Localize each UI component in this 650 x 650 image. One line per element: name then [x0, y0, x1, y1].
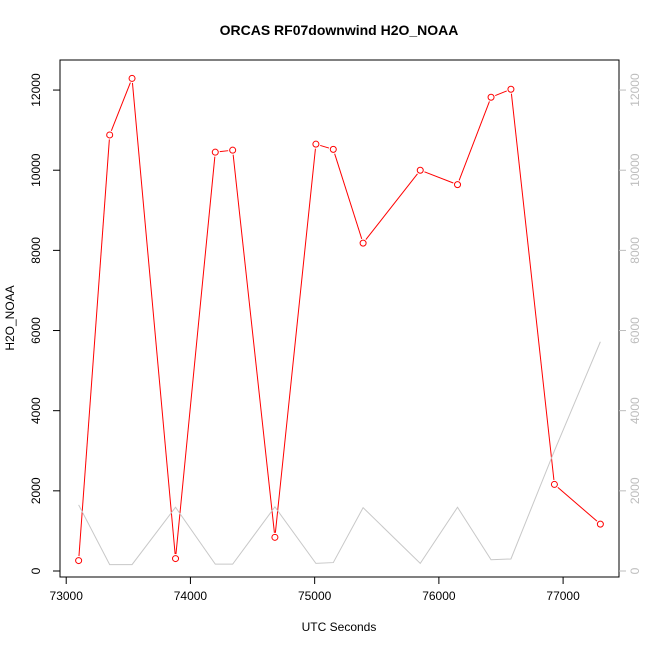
series-line — [78, 341, 601, 566]
series-segment — [334, 153, 363, 240]
x-axis-label: UTC Seconds — [302, 620, 377, 634]
x-tick-label: 74000 — [174, 589, 208, 603]
data-point — [172, 555, 180, 563]
series-segment — [320, 144, 330, 149]
y2-tick-label: 8000 — [628, 237, 642, 264]
y-tick-label: 2000 — [29, 477, 43, 504]
data-point — [229, 146, 237, 154]
y2-tick-label: 0 — [628, 567, 642, 574]
series-segment — [219, 150, 229, 153]
y2-tick-label: 2000 — [628, 477, 642, 504]
data-point — [596, 520, 604, 528]
data-point — [106, 131, 114, 139]
y2-tick-label: 6000 — [628, 317, 642, 344]
series-segment — [110, 82, 131, 131]
data-point — [550, 480, 558, 488]
data-point — [211, 148, 219, 156]
data-point — [75, 557, 83, 565]
series-segment — [131, 82, 176, 555]
x-axis: 73000 74000 75000 76000 77000 — [50, 577, 580, 603]
y-tick-label: 10000 — [29, 153, 43, 187]
data-point — [359, 239, 367, 247]
y2-tick-label: 12000 — [628, 73, 642, 107]
y-tick-label: 12000 — [29, 73, 43, 107]
plot-frame — [59, 59, 620, 578]
data-point — [271, 533, 279, 541]
data-point — [128, 74, 136, 82]
data-point — [416, 166, 424, 174]
y-tick-label: 8000 — [29, 237, 43, 264]
series-segment — [232, 154, 275, 533]
y2-axis: 0 2000 4000 6000 8000 10000 12000 — [619, 73, 642, 574]
series-segment — [78, 139, 110, 557]
series-1 — [78, 341, 601, 566]
series-segment — [175, 156, 216, 555]
x-tick-label: 73000 — [50, 589, 84, 603]
series-segment — [424, 171, 454, 184]
y-tick-label: 0 — [29, 567, 43, 574]
series-0 — [75, 74, 604, 565]
series-segment — [495, 90, 507, 97]
data-point — [329, 145, 337, 153]
series-segment — [458, 101, 490, 181]
x-tick-label: 77000 — [546, 589, 580, 603]
y-tick-label: 4000 — [29, 397, 43, 424]
x-tick-label: 75000 — [298, 589, 332, 603]
y-tick-label: 6000 — [29, 317, 43, 344]
y2-tick-label: 4000 — [628, 397, 642, 424]
series-segment — [365, 173, 418, 240]
series-layer — [75, 74, 604, 566]
x-tick-label: 76000 — [422, 589, 456, 603]
data-point — [487, 93, 495, 101]
series-segment — [557, 486, 598, 522]
data-point — [507, 85, 515, 93]
series-segment — [510, 93, 555, 481]
data-point — [312, 140, 320, 148]
series-segment — [274, 148, 316, 533]
y-axis: 0 2000 4000 6000 8000 10000 12000 — [29, 73, 60, 574]
data-point — [454, 181, 462, 189]
y-axis-label: H2O_NOAA — [3, 285, 17, 350]
chart-title: ORCAS RF07downwind H2O_NOAA — [220, 22, 459, 38]
y2-tick-label: 10000 — [628, 153, 642, 187]
